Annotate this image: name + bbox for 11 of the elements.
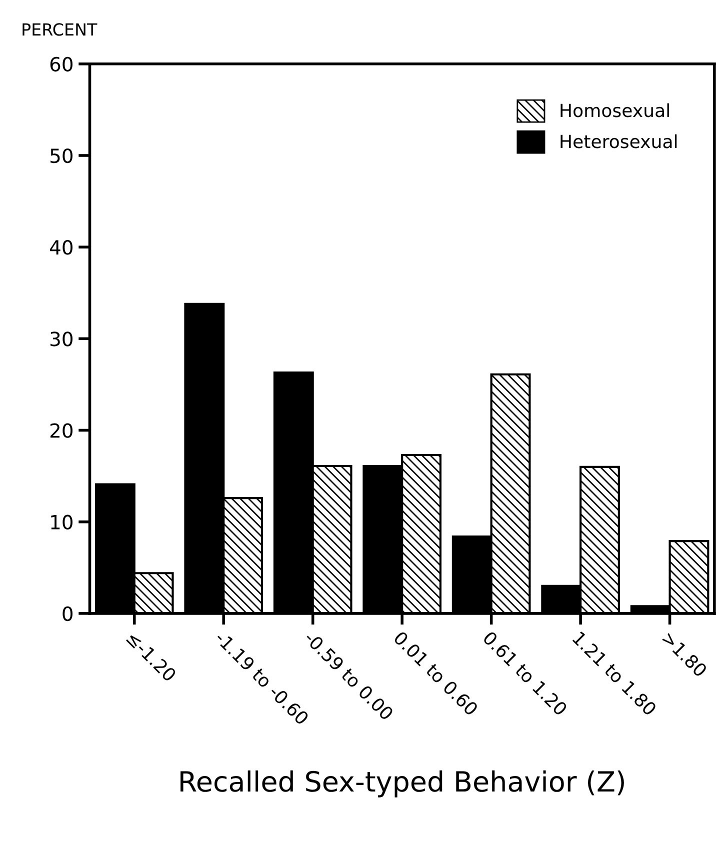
legend-label: Heterosexual: [560, 134, 677, 148]
x-axis-title: Recalled Sex-typed Behavior (Z): [180, 770, 624, 798]
y-axis-title: PERCENT: [22, 23, 98, 36]
y-tick-label: 20: [50, 423, 72, 438]
y-tick-label: 10: [51, 514, 72, 530]
y-tick-label: 0: [62, 606, 72, 622]
y-tick-label: 30: [50, 332, 72, 346]
y-tick-label: 40: [50, 240, 72, 255]
y-tick-label: 60: [50, 56, 72, 72]
legend-label: Homosexual: [560, 103, 669, 118]
y-tick-label: 50: [50, 148, 72, 164]
